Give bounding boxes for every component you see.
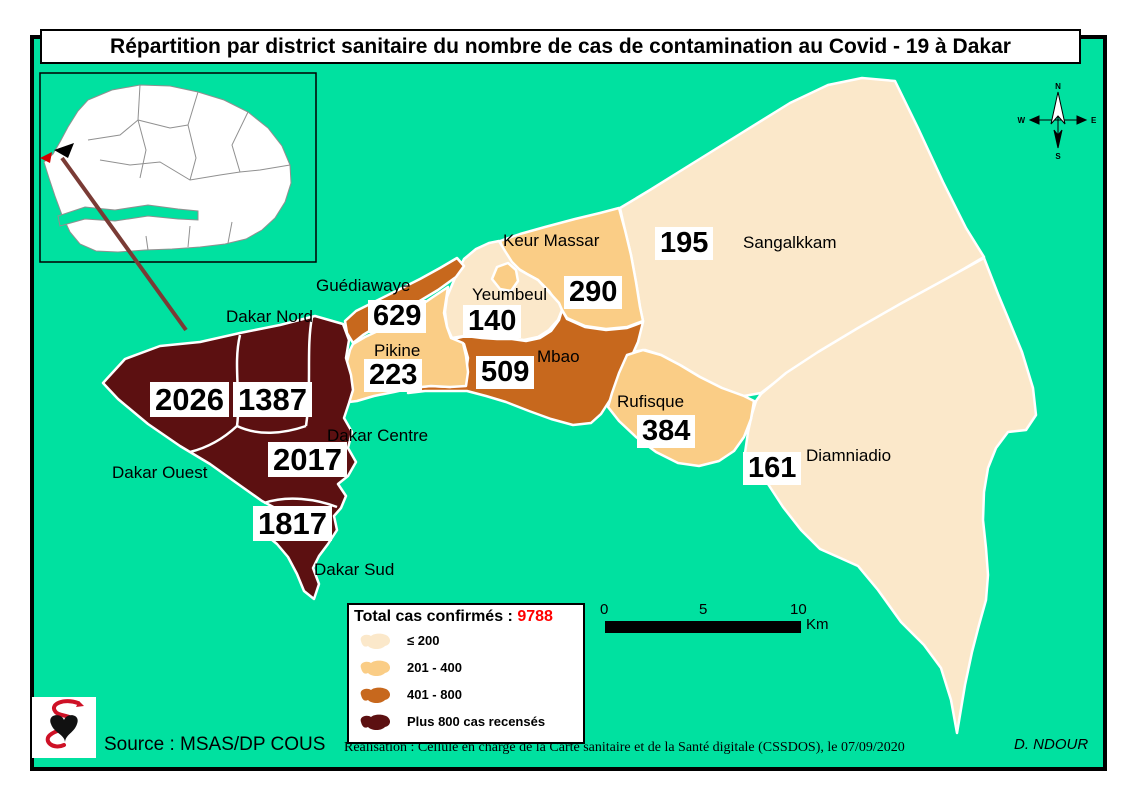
msas-logo xyxy=(32,697,96,758)
compass-rose-icon: N S W E xyxy=(1017,82,1097,161)
msas-logo-icon xyxy=(45,699,84,749)
compass-e-label: E xyxy=(1091,116,1097,125)
district-value-label: 1387 xyxy=(233,382,312,418)
inset-frame xyxy=(39,72,317,263)
district-value-label: 290 xyxy=(564,276,623,310)
scale-unit-label: Km xyxy=(806,616,829,633)
district-label: Yeumbeul xyxy=(472,285,547,304)
district-value-label: 140 xyxy=(463,305,522,339)
legend-item: ≤ 200 xyxy=(349,627,583,654)
district-value-label: 195 xyxy=(655,227,714,261)
legend-item-label: 201 - 400 xyxy=(407,660,462,675)
district-shape-keur-massar-exclave xyxy=(490,261,520,293)
district-label: Diamniadio xyxy=(806,446,892,465)
district-label: Dakar Sud xyxy=(314,560,395,579)
legend-swatch-icon xyxy=(360,633,391,649)
legend-item: 201 - 400 xyxy=(349,654,583,681)
district-label: Rufisque xyxy=(617,392,685,411)
scale-tick-label: 10 xyxy=(790,601,807,618)
district-value-label: 1817 xyxy=(253,506,332,542)
district-label: Sangalkkam xyxy=(743,233,837,252)
district-label: Keur Massar xyxy=(503,231,600,250)
source-text: Source : MSAS/DP COUS xyxy=(104,734,326,755)
map-title: Répartition par district sanitaire du no… xyxy=(40,29,1081,64)
district-label: Mbao xyxy=(537,347,580,366)
legend-item-label: 401 - 800 xyxy=(407,687,462,702)
dakar-location-marker xyxy=(40,152,52,163)
district-label: Dakar Nord xyxy=(226,307,313,326)
district-label: Pikine xyxy=(374,341,421,360)
district-value-label: 629 xyxy=(368,300,427,334)
legend-title: Total cas confirmés : 9788 xyxy=(354,608,578,626)
legend-swatch-icon xyxy=(360,660,391,676)
district-label: Guédiawaye xyxy=(316,276,411,295)
compass-s-label: S xyxy=(1055,152,1061,161)
compass-w-label: W xyxy=(1017,116,1025,125)
legend-item-label: ≤ 200 xyxy=(407,633,440,648)
senegal-shape xyxy=(43,84,292,253)
district-shape-diamniadio xyxy=(743,256,1038,735)
scale-tick-label: 5 xyxy=(699,601,708,618)
senegal-region-borders xyxy=(87,84,291,251)
district-value-label: 384 xyxy=(637,415,696,449)
legend-item: 401 - 800 xyxy=(349,681,583,708)
legend-swatch-icon xyxy=(360,714,391,730)
gambia-gap xyxy=(57,204,199,227)
district-label: Dakar Centre xyxy=(327,426,429,445)
scale-tick-label: 0 xyxy=(600,601,609,618)
inset-map xyxy=(39,72,317,263)
legend-title-text: Total cas confirmés : xyxy=(354,608,513,625)
author-text: D. NDOUR xyxy=(1014,736,1089,753)
legend-item-label: Plus 800 cas recensés xyxy=(407,714,546,729)
scale-bar xyxy=(605,621,801,633)
legend-total-value: 9788 xyxy=(517,608,553,625)
district-value-label: 2026 xyxy=(150,382,229,418)
pointer-arrowhead-icon xyxy=(54,143,74,158)
legend-swatch-icon xyxy=(360,687,391,703)
district-value-label: 509 xyxy=(476,356,535,390)
district-value-label: 161 xyxy=(743,452,802,486)
compass-n-label: N xyxy=(1055,82,1061,91)
leader-line xyxy=(60,156,188,332)
district-value-label: 2017 xyxy=(268,442,347,478)
district-value-label: 223 xyxy=(364,359,423,393)
district-label: Dakar Ouest xyxy=(112,463,208,482)
legend-item: Plus 800 cas recensés xyxy=(349,708,583,735)
legend: Total cas confirmés : 9788 ≤ 200 201 - 4… xyxy=(347,603,585,744)
